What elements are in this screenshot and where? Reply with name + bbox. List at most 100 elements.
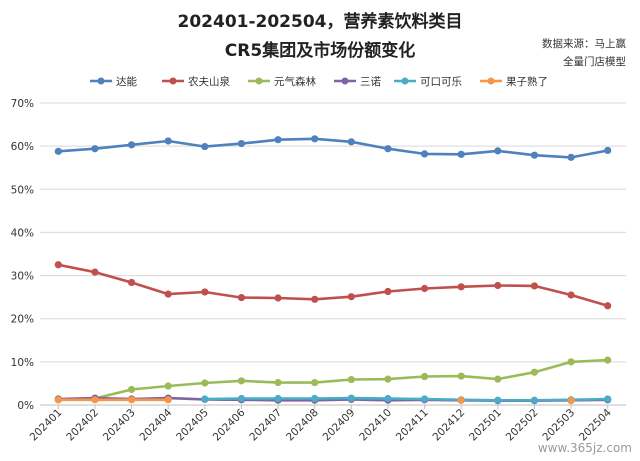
data-point: [347, 138, 355, 146]
gridlines: [40, 102, 626, 406]
data-point: [567, 153, 575, 161]
data-point: [457, 283, 465, 291]
data-point: [91, 145, 99, 153]
y-tick-label: 20%: [11, 314, 34, 326]
data-point: [311, 135, 319, 143]
legend-label: 三诺: [360, 76, 381, 88]
data-point: [530, 151, 539, 159]
data-point: [54, 261, 62, 269]
data-point: [54, 147, 62, 155]
data-point: [201, 142, 209, 151]
data-point: [604, 356, 612, 364]
data-point: [530, 368, 539, 376]
data-point: [420, 150, 429, 158]
data-point: [420, 395, 429, 403]
data-point: [201, 379, 209, 387]
chart-legend: 达能 农夫山泉 元气森林 三诺 可口可乐 果子熟了: [90, 75, 548, 88]
data-point: [384, 145, 392, 153]
data-point: [384, 375, 392, 383]
data-point: [91, 396, 99, 404]
data-point: [201, 395, 209, 403]
series-line: [58, 263, 609, 308]
data-point: [494, 281, 502, 290]
data-point: [347, 394, 355, 402]
data-point: [384, 287, 392, 296]
data-point: [494, 396, 502, 404]
data-point: [274, 294, 282, 302]
data-point: [347, 293, 355, 301]
data-point: [604, 395, 612, 403]
legend-marker-swatch: [341, 77, 349, 85]
data-point: [237, 139, 246, 148]
data-point: [311, 378, 319, 387]
data-point: [274, 378, 282, 387]
y-tick-label: 60%: [11, 141, 34, 153]
series-line: [58, 358, 608, 402]
series-group: [54, 396, 575, 405]
data-point: [567, 291, 575, 299]
data-point: [457, 396, 465, 404]
data-point: [530, 396, 539, 404]
chart-title-line-2: CR5集团及市场份额变化: [225, 40, 415, 61]
data-point: [567, 358, 575, 366]
data-point: [420, 372, 429, 381]
data-point: [457, 150, 465, 158]
y-tick-label: 10%: [11, 357, 34, 369]
series-group: [54, 261, 612, 310]
legend-label: 农夫山泉: [188, 75, 230, 88]
y-tick-label: 30%: [11, 271, 34, 283]
data-point: [91, 268, 99, 276]
data-point: [567, 397, 575, 405]
data-point: [604, 146, 612, 155]
data-point: [127, 141, 136, 149]
data-point: [164, 290, 172, 298]
data-point: [127, 385, 136, 394]
data-point: [274, 394, 282, 403]
legend-label: 果子熟了: [506, 75, 548, 88]
series-line: [58, 137, 608, 159]
data-point: [311, 295, 319, 303]
data-point: [494, 375, 502, 383]
legend-marker-swatch: [97, 77, 105, 85]
watermark-text: www.365jz.com: [538, 441, 632, 455]
data-point: [54, 396, 62, 404]
data-point: [530, 282, 539, 290]
data-point: [201, 288, 209, 296]
series-layer: [54, 135, 612, 405]
data-point: [164, 137, 172, 145]
data-point: [384, 394, 392, 403]
legend-label: 达能: [116, 75, 137, 88]
source-note-line-1: 数据来源：马上赢: [542, 37, 626, 50]
series-line: [204, 396, 608, 402]
data-point: [311, 394, 319, 403]
y-tick-label: 70%: [11, 98, 34, 110]
legend-label: 可口可乐: [420, 76, 462, 88]
source-note-line-2: 全量门店模型: [563, 55, 626, 68]
legend-marker-swatch: [401, 77, 409, 85]
data-point: [494, 147, 502, 155]
data-point: [347, 375, 355, 384]
data-point: [127, 278, 136, 287]
data-point: [127, 396, 136, 404]
data-point: [164, 396, 172, 404]
y-tick-label: 0%: [17, 400, 34, 412]
data-point: [274, 136, 282, 144]
data-point: [237, 377, 246, 385]
data-point: [604, 302, 612, 310]
data-point: [164, 382, 172, 390]
legend-marker-swatch: [169, 77, 177, 85]
legend-label: 元气森林: [274, 75, 316, 88]
data-point: [237, 394, 246, 403]
legend-marker-swatch: [487, 77, 495, 85]
y-axis: 0% 10% 20% 30% 40% 50% 60% 70%: [11, 98, 34, 412]
chart-title-line-1: 202401-202504，营养素饮料类目: [178, 11, 463, 32]
y-tick-label: 40%: [11, 227, 34, 239]
data-point: [457, 372, 465, 380]
y-tick-label: 50%: [11, 184, 34, 196]
data-point: [420, 284, 429, 293]
legend-marker-swatch: [255, 77, 263, 85]
data-point: [237, 293, 246, 302]
